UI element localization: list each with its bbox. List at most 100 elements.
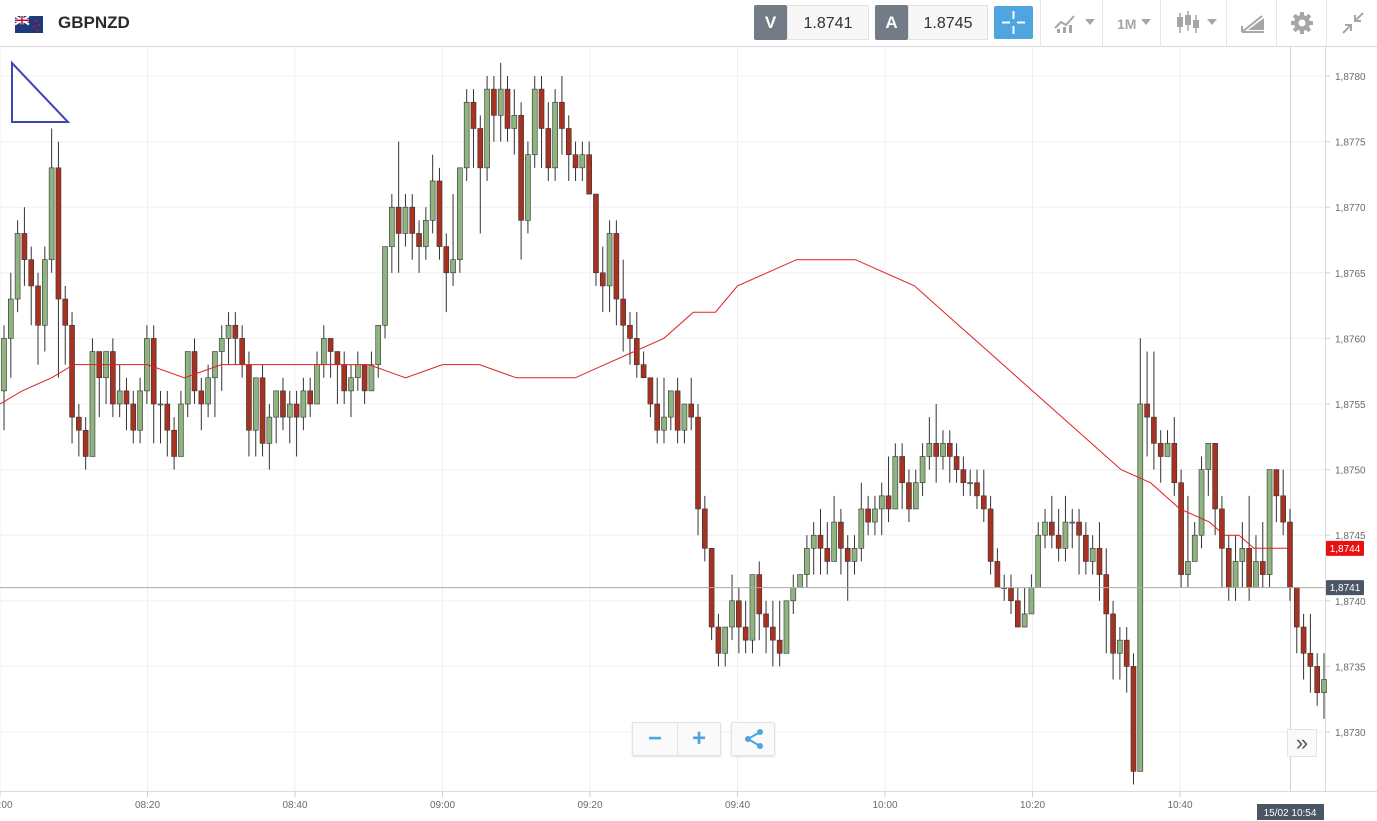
candle-body (48, 167, 55, 260)
buy-price[interactable]: 1.8745 (908, 5, 988, 40)
candle-body (137, 390, 143, 431)
zoom-controls: − + (632, 722, 721, 756)
buy-tag[interactable]: A (875, 5, 908, 40)
candle (416, 220, 422, 273)
candle (668, 390, 674, 431)
candle-body (341, 364, 348, 392)
x-tick-label: 08:00 (0, 800, 13, 811)
candle-body (1049, 521, 1055, 536)
candle-body (1239, 548, 1246, 562)
y-tick-label: 1,8730 (1335, 728, 1366, 739)
candle-body (1273, 469, 1280, 497)
candle (382, 246, 388, 339)
candle-body (463, 101, 470, 169)
zoom-in-button[interactable]: + (691, 725, 706, 752)
candle-body (1130, 666, 1137, 772)
candle (198, 377, 205, 431)
candle (171, 417, 177, 470)
candle-body (613, 233, 620, 300)
candle-body (960, 469, 967, 484)
candle-body (416, 233, 422, 247)
candle (1266, 469, 1273, 588)
candle-body (212, 351, 218, 379)
candle (1178, 469, 1184, 588)
candle (919, 443, 926, 496)
candle-body (218, 338, 225, 352)
candle (1225, 535, 1232, 601)
candle-body (280, 390, 286, 418)
candle (1042, 508, 1048, 549)
timeframe-button[interactable]: 1M (1102, 0, 1161, 46)
share-button[interactable] (731, 722, 775, 756)
x-tick-label: 10:00 (872, 800, 897, 811)
candle-body (994, 561, 1001, 588)
candle-body (157, 403, 164, 406)
candle-body (232, 324, 239, 339)
candle (1273, 469, 1280, 523)
chart-type-button[interactable] (1040, 0, 1103, 46)
candle (783, 600, 790, 654)
candle-body (28, 259, 35, 287)
gear-icon (1291, 12, 1313, 34)
candle (756, 561, 763, 641)
x-tick-label: 10:20 (1020, 800, 1045, 811)
candle-body (790, 587, 797, 602)
candle (531, 76, 538, 168)
candle (960, 456, 967, 496)
candle-body (375, 324, 382, 365)
candle (1137, 338, 1144, 772)
crosshair-button[interactable] (994, 6, 1033, 39)
sell-tag[interactable]: V (754, 5, 787, 40)
candle-body (912, 482, 919, 510)
candle (252, 377, 259, 457)
time-axis-border (0, 791, 1377, 792)
candle (484, 76, 490, 181)
candle (824, 522, 831, 575)
candle (504, 76, 511, 142)
x-tick-label: 08:40 (282, 800, 307, 811)
y-tick-label: 1,8770 (1335, 203, 1366, 214)
candle-body (559, 101, 565, 129)
candle (552, 89, 558, 181)
candle-style-button[interactable] (1160, 0, 1227, 46)
candle-body (293, 403, 300, 418)
candle-body (450, 259, 456, 274)
candle (953, 443, 960, 483)
candle (559, 76, 565, 155)
candle (674, 377, 681, 444)
candle-body (477, 128, 484, 169)
scroll-to-end-button[interactable]: » (1287, 729, 1317, 757)
sell-price[interactable]: 1.8741 (787, 5, 869, 40)
candle (55, 141, 62, 378)
triangle-drawing[interactable] (11, 60, 71, 123)
drawing-tools-button[interactable] (1226, 0, 1277, 46)
candle (1219, 495, 1225, 588)
candle-body (749, 574, 756, 641)
candle (933, 404, 939, 483)
candle (218, 325, 225, 391)
candle (1239, 522, 1246, 588)
candle (1212, 443, 1218, 536)
candle-body (355, 364, 361, 379)
collapse-button[interactable] (1326, 0, 1377, 46)
candle (1246, 495, 1252, 601)
candle-body (1083, 534, 1089, 562)
candle-body (688, 403, 695, 418)
candle-body (844, 548, 851, 562)
share-icon (745, 729, 763, 749)
candle-body (1178, 482, 1184, 575)
candle-body (606, 233, 613, 287)
price-chart[interactable]: 1,8730 1,8735 1,8740 1,8745 1,8750 1,8755 1,87… (0, 47, 1377, 821)
zoom-out-button[interactable]: − (633, 723, 678, 755)
candle-body (497, 88, 504, 116)
candle (116, 364, 123, 418)
candle (885, 456, 892, 523)
candle (1089, 535, 1096, 575)
candle (525, 141, 531, 234)
candle (314, 351, 320, 405)
settings-button[interactable] (1276, 0, 1327, 46)
candle-body (457, 167, 463, 260)
candle-body (545, 128, 552, 169)
candle (776, 600, 783, 667)
candle-body (273, 390, 279, 418)
